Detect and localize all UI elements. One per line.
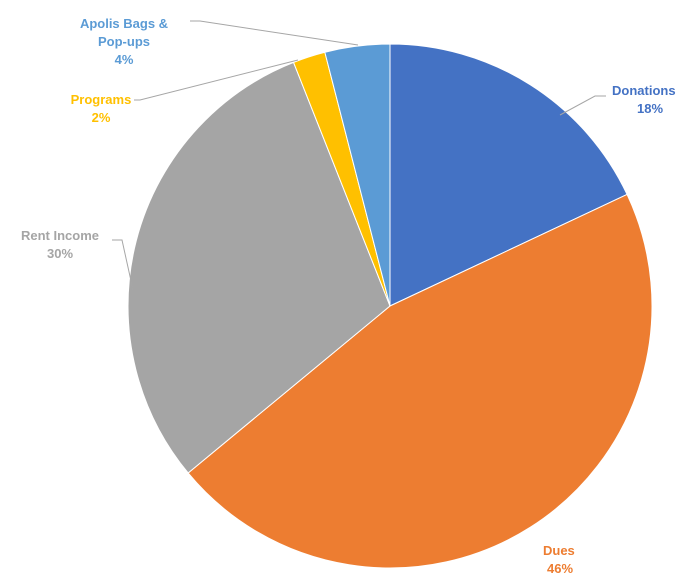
leader-line-donations bbox=[559, 95, 606, 116]
slice-percent-label: 2% bbox=[92, 110, 111, 125]
pie-slices bbox=[127, 43, 653, 569]
slice-label-apolis-bags-pop-ups: Apolis Bags & Pop-ups 4% bbox=[80, 16, 168, 67]
slice-labels: Donations 18% Dues 46% Rent Income 30% Program… bbox=[21, 16, 676, 576]
slice-percent-label: 18% bbox=[637, 101, 663, 116]
leader-lines bbox=[112, 20, 606, 291]
leader-line-apolis-bags-pop-ups bbox=[190, 20, 359, 46]
slice-percent-label: 30% bbox=[47, 246, 73, 261]
slice-percent-label: 46% bbox=[547, 561, 573, 576]
pie-slice-rent-income bbox=[127, 61, 391, 474]
leader-line-rent-income bbox=[112, 239, 134, 291]
slice-name-label: Rent Income bbox=[21, 228, 99, 243]
slice-name-label: Dues bbox=[543, 543, 575, 558]
pie-slice-dues bbox=[187, 193, 653, 569]
slice-label-dues: Dues 46% bbox=[543, 543, 575, 576]
slice-name-label: Donations bbox=[612, 83, 676, 98]
slice-label-donations: Donations 18% bbox=[612, 83, 676, 116]
slice-label-rent-income: Rent Income 30% bbox=[21, 228, 99, 261]
leader-line-programs bbox=[134, 59, 299, 101]
slice-label-programs: Programs 2% bbox=[71, 92, 132, 125]
pie-slice-donations bbox=[389, 43, 628, 307]
slice-name-label: Pop-ups bbox=[98, 34, 150, 49]
pie-slice-apolis-bags-pop-ups bbox=[324, 43, 391, 307]
slice-percent-label: 4% bbox=[115, 52, 134, 67]
slice-name-label: Apolis Bags & bbox=[80, 16, 168, 31]
slice-name-label: Programs bbox=[71, 92, 132, 107]
